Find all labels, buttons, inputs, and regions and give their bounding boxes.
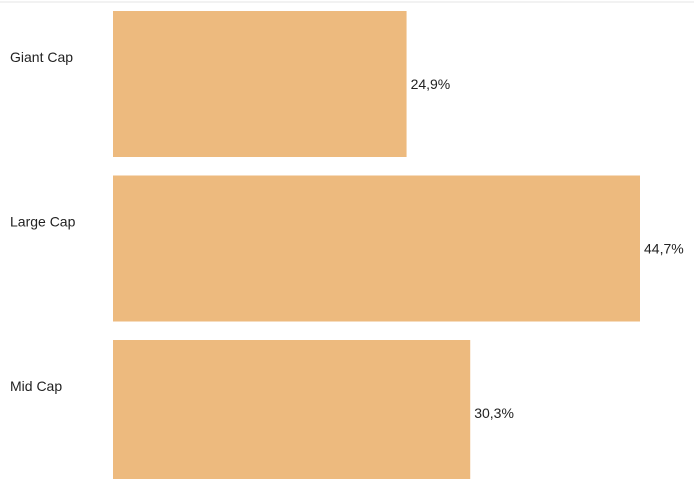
labels-layer: Giant Cap 24,9% Large Cap 44,7% Mid Cap 30,3% [10, 49, 684, 421]
category-label: Mid Cap [10, 378, 62, 394]
bar-mid-cap [113, 340, 471, 479]
bar-large-cap [113, 175, 640, 322]
data-label: 44,7% [644, 241, 684, 257]
category-label: Giant Cap [10, 49, 73, 65]
bar-giant-cap [113, 11, 407, 157]
data-label: 30,3% [474, 405, 514, 421]
category-label: Large Cap [10, 214, 76, 230]
bars-layer [113, 11, 640, 479]
data-label: 24,9% [411, 76, 451, 92]
